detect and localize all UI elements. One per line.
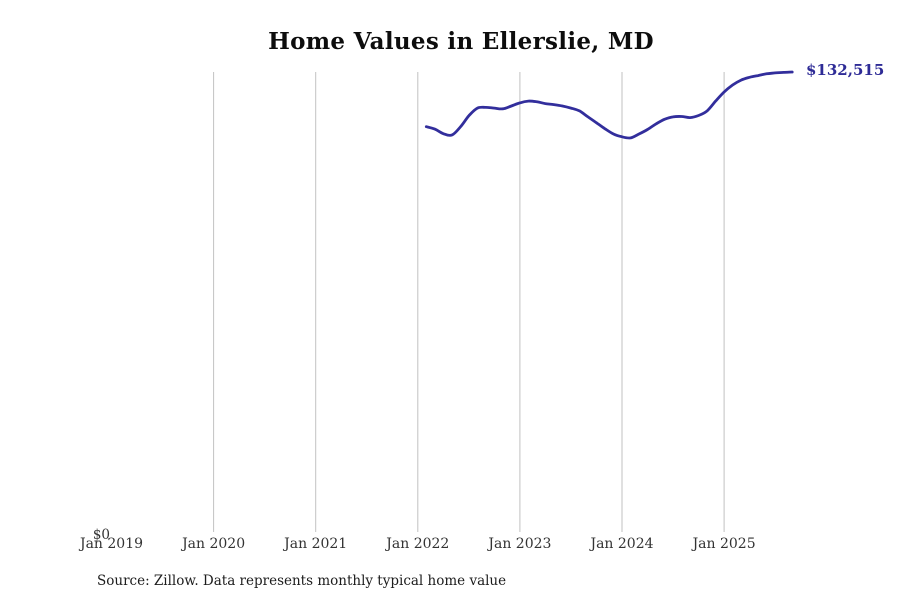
home-value-line	[424, 70, 794, 140]
source-note: Source: Zillow. Data represents monthly …	[97, 573, 507, 589]
x-tick-label: Jan 2019	[79, 536, 144, 552]
x-tick-label: Jan 2020	[182, 536, 246, 552]
chart-title: Home Values in Ellerslie, MD	[268, 28, 654, 55]
x-tick-label: Jan 2021	[284, 536, 348, 552]
y-axis-zero-label: $0	[92, 527, 110, 543]
x-tick-label: Jan 2025	[692, 536, 756, 552]
x-tick-label: Jan 2023	[488, 536, 552, 552]
latest-value-label: $132,515	[806, 61, 885, 79]
x-tick-label: Jan 2024	[590, 536, 654, 552]
x-tick-label: Jan 2022	[386, 536, 450, 552]
